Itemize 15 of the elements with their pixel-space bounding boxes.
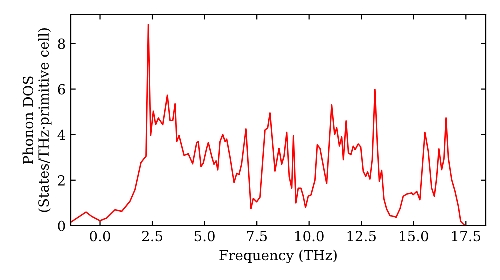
x-tick-label: 7.5 [247, 231, 268, 242]
y-tick-label: 2 [58, 175, 65, 186]
x-tick-label: 2.5 [142, 231, 163, 242]
y-tick-label: 8 [58, 38, 66, 50]
x-tick-label: 17.5 [452, 231, 481, 242]
y-axis-title: Phonon DOS (States/THz·primitive cell) [22, 28, 52, 212]
x-axis-title: Frequency (THz) [220, 250, 337, 264]
x-tick-label: 12.5 [348, 231, 376, 242]
x-tick-label: 5.0 [194, 231, 215, 242]
y-tick-label: 6 [58, 84, 66, 95]
y-tick-label: 0 [58, 220, 66, 232]
y-tick-label: 4 [58, 130, 66, 140]
x-tick-label: 0.0 [90, 231, 110, 242]
x-tick-label: 15.0 [400, 231, 428, 242]
x-tick-label: 10.0 [296, 231, 324, 242]
